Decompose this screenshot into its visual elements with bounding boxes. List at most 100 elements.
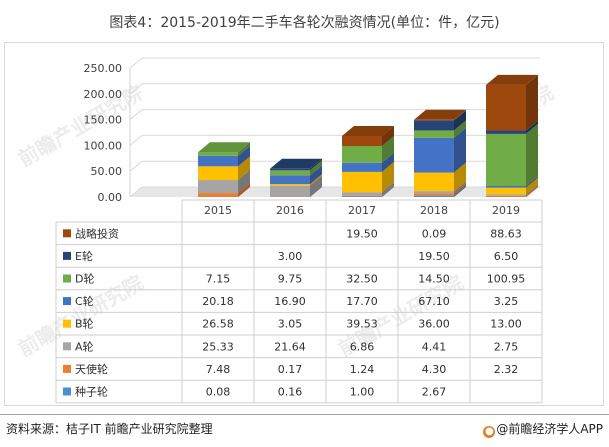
brand-label: @前瞻经济学人APP bbox=[496, 422, 603, 436]
x-tick-label: 2019 bbox=[492, 204, 520, 217]
legend-label: 天使轮 bbox=[75, 362, 108, 376]
x-tick-label: 2018 bbox=[420, 204, 448, 217]
data-table-cell: 36.00 bbox=[418, 318, 450, 331]
bar-segment bbox=[414, 195, 454, 197]
data-table-cell: 67.10 bbox=[418, 295, 450, 308]
gridline bbox=[129, 109, 540, 120]
bar-segment bbox=[270, 170, 310, 176]
legend-swatch bbox=[63, 364, 71, 373]
chart-title: 图表4：2015-2019年二手车各轮次融资情况(单位：件，亿元) bbox=[109, 15, 500, 31]
bar-segment bbox=[486, 84, 526, 131]
bar-segment bbox=[270, 175, 310, 185]
bar-segment bbox=[270, 168, 310, 171]
bar-segment bbox=[486, 130, 526, 134]
bar-segment bbox=[486, 133, 526, 186]
bar-segment-side bbox=[310, 175, 322, 197]
data-table-cell: 39.53 bbox=[346, 318, 378, 331]
y-tick-label: 150.00 bbox=[84, 114, 123, 127]
legend-swatch bbox=[63, 274, 71, 283]
bar-segment bbox=[342, 135, 382, 147]
gridline bbox=[129, 160, 540, 172]
x-tick-label: 2015 bbox=[204, 204, 232, 217]
data-table-cell: 4.41 bbox=[422, 340, 447, 353]
bar-segment-side bbox=[238, 142, 250, 156]
bar-segment bbox=[486, 187, 526, 195]
bar-segment-side bbox=[454, 162, 466, 192]
bar-segment bbox=[486, 195, 526, 197]
bar-segment bbox=[342, 192, 382, 196]
bar-segment bbox=[414, 193, 454, 196]
bar-stack-2016 bbox=[270, 158, 322, 197]
data-table-cell: 0.09 bbox=[422, 227, 447, 240]
data-table-cell: 14.50 bbox=[418, 273, 450, 286]
bar-segment bbox=[414, 137, 454, 173]
x-tick-label: 2017 bbox=[348, 204, 376, 217]
legend-swatch bbox=[63, 342, 71, 351]
data-table-cell: 32.50 bbox=[346, 273, 378, 286]
bar-segment bbox=[198, 155, 238, 167]
bar-segment bbox=[414, 120, 454, 131]
data-table-cell: 2.32 bbox=[494, 363, 519, 376]
gridline bbox=[129, 57, 540, 69]
bar-segment-side bbox=[310, 174, 322, 186]
x-tick-label: 2016 bbox=[276, 204, 304, 217]
brand-credit: ● @前瞻经济学人APP bbox=[483, 420, 603, 438]
bar-segment bbox=[342, 146, 382, 163]
bar-segment bbox=[198, 166, 238, 181]
bar-segment bbox=[342, 196, 382, 197]
legend-swatch bbox=[63, 387, 71, 396]
data-table-cell: 16.90 bbox=[274, 295, 306, 308]
bar-segment-side bbox=[382, 161, 394, 193]
bar-segment bbox=[342, 162, 382, 172]
bar-segment bbox=[270, 184, 310, 186]
bar-top-face bbox=[342, 125, 394, 136]
gridline bbox=[129, 83, 540, 95]
bar-stack-2017 bbox=[342, 125, 394, 197]
bar-top-face bbox=[198, 142, 250, 153]
y-tick-label: 250.00 bbox=[84, 62, 123, 75]
bar-top-face bbox=[414, 109, 466, 120]
bar-segment-side bbox=[526, 184, 538, 196]
bar-stack-2019 bbox=[486, 74, 538, 197]
legend-swatch bbox=[63, 229, 71, 238]
data-table-cell: 1.24 bbox=[350, 363, 375, 376]
bar-segment bbox=[486, 194, 526, 196]
bar-segment-side bbox=[310, 158, 322, 171]
data-table-cell: 19.50 bbox=[346, 227, 378, 240]
data-table-cell: 21.64 bbox=[274, 340, 306, 353]
bar-segment bbox=[198, 193, 238, 197]
bar-segment-side bbox=[382, 186, 394, 197]
bar-stack-2018 bbox=[414, 109, 466, 197]
bar-segment-side bbox=[454, 183, 466, 196]
data-table-cell: 100.95 bbox=[487, 273, 526, 286]
data-table-cell: 20.18 bbox=[202, 295, 234, 308]
bar-segment-side bbox=[526, 185, 538, 197]
bar-stack-2015 bbox=[198, 142, 250, 197]
bar-segment bbox=[198, 180, 238, 194]
bar-segment-side bbox=[526, 177, 538, 195]
bar-segment-side bbox=[238, 170, 250, 194]
data-table-cell: 3.05 bbox=[278, 318, 303, 331]
bar-segment-side bbox=[310, 160, 322, 176]
bar-segment-side bbox=[526, 120, 538, 134]
bar-segment-side bbox=[454, 110, 466, 131]
data-table-cell: 88.63 bbox=[490, 227, 522, 240]
legend-label: D轮 bbox=[75, 272, 94, 286]
legend-label: 战略投资 bbox=[75, 226, 119, 240]
bar-segment bbox=[342, 195, 382, 197]
bar-segment-side bbox=[526, 123, 538, 186]
bar-segment-side bbox=[382, 136, 394, 163]
legend-label: 种子轮 bbox=[75, 385, 108, 399]
y-tick-label: 0.00 bbox=[98, 191, 123, 204]
legend-label: E轮 bbox=[75, 249, 93, 263]
data-table-cell: 13.00 bbox=[490, 318, 522, 331]
bar-segment bbox=[486, 185, 526, 188]
data-table-cell: 19.50 bbox=[418, 250, 450, 263]
legend-swatch bbox=[63, 297, 71, 306]
legend-label: C轮 bbox=[75, 294, 94, 308]
bar-segment bbox=[414, 130, 454, 138]
data-table-cell: 2.67 bbox=[422, 386, 447, 399]
bar-segment-side bbox=[454, 185, 466, 197]
bar-segment bbox=[414, 191, 454, 194]
